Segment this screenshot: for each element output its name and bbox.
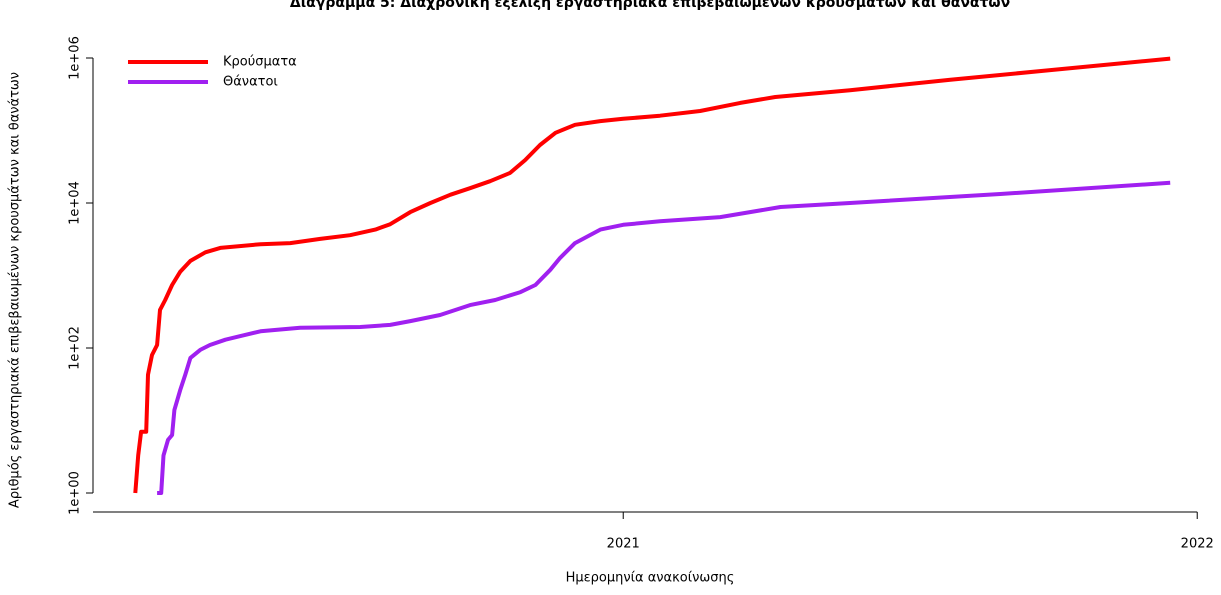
legend-label: Κρούσματα [223,55,297,70]
legend-label: Θάνατοι [223,75,278,90]
y-tick-label: 1e+04 [68,181,83,225]
chart-title: Διάγραμμα 5: Διαχρονική εξέλιξη εργαστηρ… [290,0,1010,11]
x-tick-label: 2022 [1181,537,1214,552]
x-tick-label: 2021 [607,537,640,552]
y-tick-label: 1e+02 [68,326,83,370]
y-tick-label: 1e+00 [68,471,83,515]
data-line [157,180,1171,495]
x-axis-label: Ημερομηνία ανακοίνωσης [566,571,735,586]
data-line [133,56,1171,494]
y-axis-label: Αριθμός εργαστηριακά επιβεβαιωμένων κρου… [8,72,23,508]
y-tick-label: 1e+06 [68,36,83,80]
